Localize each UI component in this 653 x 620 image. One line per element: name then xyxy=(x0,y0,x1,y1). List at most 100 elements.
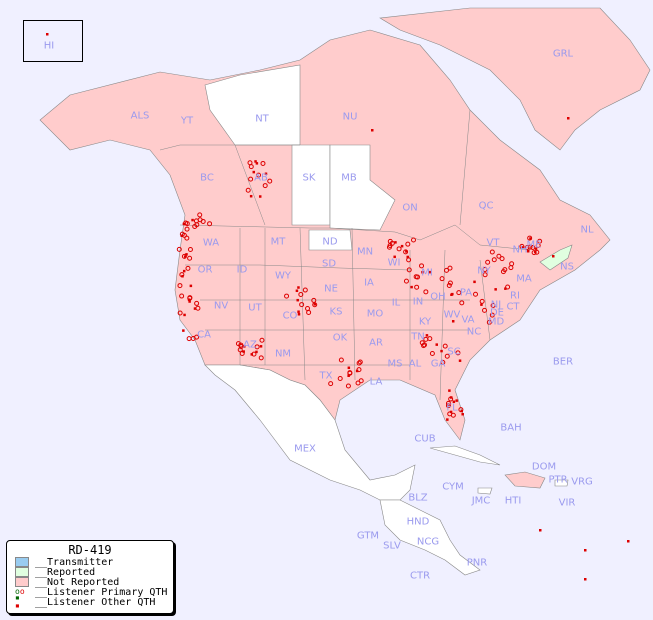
listener-primary-marker xyxy=(531,250,537,256)
listener-primary-marker xyxy=(356,367,362,373)
listener-primary-marker xyxy=(254,344,260,350)
listener-primary-marker xyxy=(337,375,343,381)
listener-primary-marker xyxy=(299,302,305,308)
listener-primary-marker xyxy=(187,246,193,252)
region-ns[interactable] xyxy=(539,244,573,271)
region-label-mn: MN xyxy=(356,246,374,258)
region-ptr[interactable] xyxy=(554,479,569,487)
listener-other-marker xyxy=(494,288,497,291)
transmitter-swatch xyxy=(15,557,29,567)
listener-primary-marker xyxy=(181,253,187,259)
listener-primary-marker xyxy=(403,249,409,255)
listener-other-marker xyxy=(480,303,483,306)
region-label-in: IN xyxy=(412,296,424,308)
region-label-al: AL xyxy=(408,358,422,370)
listener-other-marker xyxy=(534,250,537,254)
listener-primary-marker xyxy=(357,359,363,365)
listener-primary-marker xyxy=(450,412,456,418)
region-label-co: CO xyxy=(282,310,298,322)
legend-label: __Reported xyxy=(35,566,96,578)
listener-primary-marker xyxy=(524,245,530,251)
region-cub[interactable] xyxy=(429,445,501,466)
listener-primary-marker xyxy=(482,272,488,278)
other-qth-icon: ▪ ▪ xyxy=(15,593,20,610)
listener-other-marker xyxy=(526,249,530,253)
listener-other-marker xyxy=(297,313,301,316)
region-label-ar: AR xyxy=(369,337,383,349)
region-label-nh: NH xyxy=(512,244,528,256)
listener-other-marker xyxy=(183,255,187,258)
region-label-nc: NC xyxy=(466,326,482,338)
listener-other-marker xyxy=(393,255,396,259)
listener-primary-marker xyxy=(421,343,427,349)
listener-primary-marker xyxy=(482,307,488,313)
region-label-vrg: VRG xyxy=(571,476,593,488)
listener-other-marker xyxy=(189,284,193,288)
listener-primary-marker xyxy=(267,178,273,184)
listener-other-marker xyxy=(520,246,524,249)
region-label-vt: VT xyxy=(486,237,500,249)
listener-other-marker xyxy=(451,292,454,296)
legend: RD-419 __Transmitter __Reported __Not Re… xyxy=(6,540,174,614)
region-nd[interactable] xyxy=(308,229,353,251)
listener-other-marker xyxy=(435,343,439,346)
listener-primary-marker xyxy=(262,183,268,189)
listener-primary-marker xyxy=(298,291,304,297)
region-label-id: ID xyxy=(236,264,248,276)
listener-other-marker xyxy=(347,366,351,370)
region-label-sk: SK xyxy=(302,172,316,184)
region-label-la: LA xyxy=(369,376,383,388)
listener-primary-marker xyxy=(456,290,462,296)
region-label-slv: SLV xyxy=(383,540,401,552)
listener-primary-marker xyxy=(251,351,257,357)
region-label-blz: BLZ xyxy=(408,492,428,504)
region-label-dom: DOM xyxy=(531,461,557,473)
region-hti[interactable] xyxy=(504,471,546,489)
listener-other-marker xyxy=(249,194,253,198)
listener-other-marker xyxy=(552,255,555,258)
listener-other-marker xyxy=(504,287,507,290)
listener-other-marker xyxy=(394,241,397,244)
listener-other-marker xyxy=(191,218,194,222)
region-label-me: ME xyxy=(526,239,542,251)
listener-primary-marker xyxy=(479,298,485,304)
listener-primary-marker xyxy=(387,238,393,244)
region-label-bah: BAH xyxy=(500,422,522,434)
listener-primary-marker xyxy=(502,267,508,273)
region-label-or: OR xyxy=(197,264,213,276)
listener-primary-marker xyxy=(194,300,200,306)
listener-other-marker xyxy=(252,170,256,174)
region-label-ber: BER xyxy=(552,356,574,368)
region-label-qc: QC xyxy=(478,200,494,212)
region-grl[interactable] xyxy=(379,7,651,151)
region-jmc[interactable] xyxy=(477,487,493,495)
region-label-va: VA xyxy=(461,314,475,326)
region-label-ncg: NCG xyxy=(416,536,440,548)
listener-primary-marker xyxy=(482,266,488,272)
region-label-ut: UT xyxy=(248,302,262,314)
listener-other-marker xyxy=(313,303,317,306)
region-label-nm: NM xyxy=(274,348,292,360)
listener-other-marker xyxy=(188,300,191,303)
region-sk[interactable] xyxy=(291,144,331,226)
listener-other-marker xyxy=(440,349,443,353)
region-label-pa: PA xyxy=(459,287,473,299)
listener-primary-marker xyxy=(406,257,412,263)
listener-primary-marker xyxy=(442,343,448,349)
listener-primary-marker xyxy=(458,407,464,413)
listener-primary-marker xyxy=(256,172,262,178)
region-label-ri: RI xyxy=(510,290,520,302)
hawaii-inset xyxy=(23,20,83,62)
listener-primary-marker xyxy=(312,302,318,308)
region-label-ca: CA xyxy=(197,329,211,341)
region-label-hti: HTI xyxy=(504,495,522,507)
listener-other-marker xyxy=(458,359,462,362)
listener-other-marker xyxy=(295,289,299,293)
region-mex[interactable] xyxy=(204,364,416,501)
region-label-yt: YT xyxy=(180,115,194,127)
region-label-ga: GA xyxy=(430,358,446,370)
region-label-bc: BC xyxy=(200,172,214,184)
region-central-america[interactable] xyxy=(379,499,481,576)
listener-other-marker xyxy=(371,129,374,132)
